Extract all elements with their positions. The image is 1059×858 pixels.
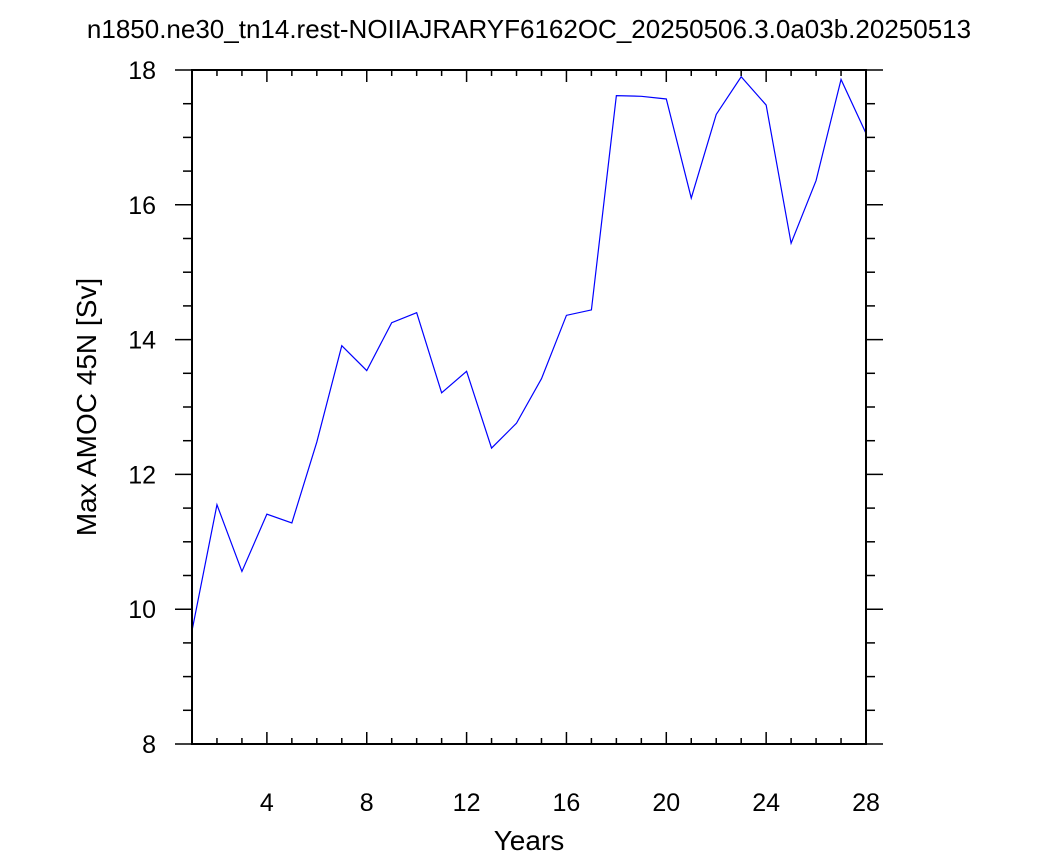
chart-title: n1850.ne30_tn14.rest-NOIIAJRARYF6162OC_2…: [87, 14, 971, 44]
y-tick-label: 16: [128, 192, 156, 220]
tick-labels: 4 8 12 16 20 24 28 8 10 12 14 16 18: [128, 57, 880, 817]
x-tick-label: 24: [752, 789, 780, 817]
y-tick-label: 18: [128, 57, 156, 85]
y-tick-label: 10: [128, 596, 156, 624]
y-tick-label: 8: [142, 731, 156, 759]
x-axis-label: Years: [494, 825, 565, 856]
x-tick-label: 16: [553, 789, 581, 817]
x-tick-label: 4: [260, 789, 274, 817]
y-tick-label: 14: [128, 327, 156, 355]
x-tick-label: 28: [852, 789, 880, 817]
y-tick-label: 12: [128, 461, 156, 489]
plot-frame: [191, 69, 867, 745]
x-tick-label: 8: [360, 789, 374, 817]
series-line: [191, 75, 867, 631]
x-tick-label: 12: [453, 789, 481, 817]
x-tick-label: 20: [652, 789, 680, 817]
axis-ticks: [175, 69, 883, 745]
y-axis-label: Max AMOC 45N [Sv]: [71, 278, 102, 536]
